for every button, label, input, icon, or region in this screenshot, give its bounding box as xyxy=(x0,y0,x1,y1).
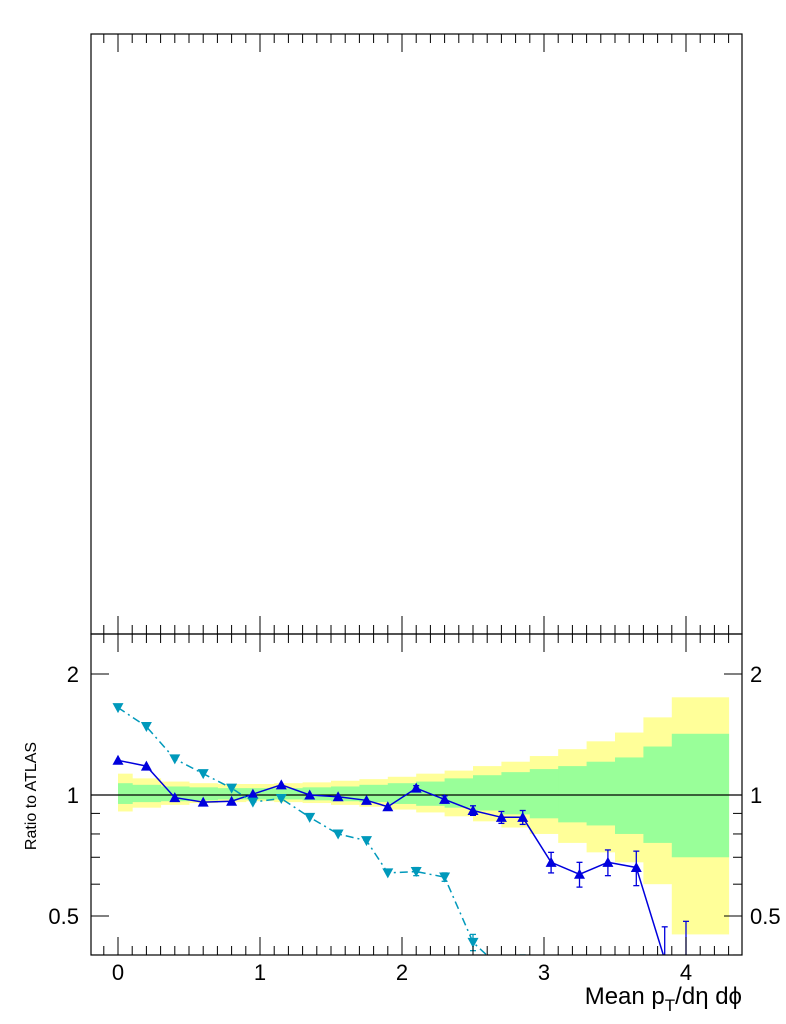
data-point xyxy=(545,856,557,867)
series-group xyxy=(112,703,689,974)
data-point xyxy=(361,836,372,847)
axis-ticks xyxy=(91,34,742,956)
data-point xyxy=(602,856,614,867)
data-point xyxy=(410,782,422,793)
y-tick-label: 0.5 xyxy=(48,904,79,929)
green-band-bin xyxy=(217,788,247,800)
x-axis-label: Mean pT/dη dϕ xyxy=(585,983,742,1015)
x-tick-label: 0 xyxy=(112,960,124,985)
green-band-bin xyxy=(615,757,644,834)
data-point xyxy=(517,964,528,974)
data-point xyxy=(275,779,287,790)
green-band-bin xyxy=(189,787,218,801)
data-point xyxy=(197,796,209,807)
x-tick-label: 1 xyxy=(254,960,266,985)
green-band-bin xyxy=(473,775,502,811)
series-1-line xyxy=(117,759,665,955)
data-point xyxy=(495,811,507,822)
y-tick-label: 2 xyxy=(67,662,79,687)
green-band-bin xyxy=(118,783,133,804)
data-point xyxy=(361,794,372,805)
x-tick-label: 2 xyxy=(396,960,408,985)
tick-labels: 0 1 2 3 4 0.5 0.5 1 1 2 2 xyxy=(48,662,780,985)
data-point xyxy=(304,789,316,800)
data-point xyxy=(630,862,642,873)
green-band-bin xyxy=(132,784,162,803)
series-2 xyxy=(112,703,528,974)
data-point xyxy=(439,872,451,883)
upper-panel xyxy=(90,33,743,635)
series-2-line xyxy=(117,706,488,955)
upper-frame xyxy=(90,33,743,635)
y-tick-label: 1 xyxy=(67,783,79,808)
data-point xyxy=(247,797,259,808)
green-band-bin xyxy=(387,783,417,804)
data-point xyxy=(140,722,152,733)
data-point xyxy=(439,793,451,804)
green-band-bin xyxy=(245,788,275,800)
ratio-panel: 0 1 2 3 4 0.5 0.5 1 1 2 2 xyxy=(48,34,781,985)
uncertainty-bands xyxy=(118,697,730,935)
x-tick-label: 4 xyxy=(680,960,692,985)
data-point xyxy=(517,811,529,822)
data-point xyxy=(467,805,479,816)
y-tick-label-right: 0.5 xyxy=(750,904,781,929)
data-point xyxy=(247,788,259,799)
x-tick-label: 3 xyxy=(538,960,550,985)
data-point xyxy=(226,795,238,806)
y-tick-label-right: 2 xyxy=(750,662,762,687)
data-point xyxy=(574,868,585,879)
data-point xyxy=(332,791,344,802)
data-point xyxy=(496,964,507,974)
series-1 xyxy=(112,754,689,955)
data-point xyxy=(197,769,209,780)
data-point xyxy=(304,812,316,823)
data-point xyxy=(169,754,181,765)
y-tick-label-right: 1 xyxy=(750,783,762,808)
data-point xyxy=(382,801,394,812)
data-point xyxy=(169,792,181,803)
data-point xyxy=(226,783,238,794)
green-band-bin xyxy=(529,769,559,819)
data-point xyxy=(382,868,394,879)
data-point xyxy=(140,760,152,771)
green-band-bin xyxy=(501,772,531,815)
data-point xyxy=(275,794,287,805)
data-point xyxy=(467,937,479,948)
green-band-bin xyxy=(586,761,616,826)
green-band-bin xyxy=(558,766,588,823)
data-point xyxy=(332,829,344,840)
data-point xyxy=(112,703,124,714)
data-point xyxy=(112,754,124,765)
data-point xyxy=(410,867,422,878)
y-axis-label: Ratio to ATLAS xyxy=(23,742,40,850)
green-band-bin xyxy=(274,788,304,800)
